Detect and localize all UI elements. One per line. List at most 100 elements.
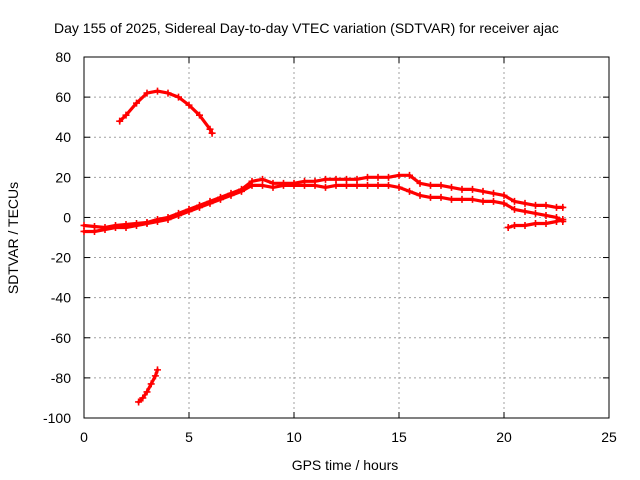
data-point <box>301 181 308 189</box>
data-point <box>559 215 567 223</box>
data-point <box>269 183 277 191</box>
data-point <box>385 173 392 181</box>
y-tick-label: -60 <box>51 330 71 346</box>
data-point <box>343 181 350 189</box>
data-point <box>164 89 172 97</box>
data-point <box>206 125 214 133</box>
data-point <box>364 181 371 189</box>
data-point <box>458 195 466 203</box>
data-series <box>80 87 567 406</box>
y-tick-label: 20 <box>55 169 71 185</box>
x-tick-label: 25 <box>601 429 617 445</box>
data-point <box>164 215 172 223</box>
data-point <box>374 173 382 181</box>
data-point <box>406 187 413 195</box>
data-point <box>521 207 529 215</box>
data-point <box>511 197 518 205</box>
data-point <box>332 175 340 183</box>
data-point <box>427 193 434 201</box>
data-point <box>248 181 256 189</box>
data-point <box>553 217 560 225</box>
data-point <box>122 111 130 119</box>
series-arc-main-upper <box>80 171 567 231</box>
data-point <box>116 117 124 125</box>
data-point <box>80 227 88 235</box>
x-tick-label: 5 <box>185 429 193 445</box>
data-point <box>437 193 445 201</box>
data-point <box>208 129 216 137</box>
data-point <box>101 225 109 233</box>
data-point <box>154 366 161 374</box>
data-point <box>521 221 529 229</box>
data-point <box>343 175 350 183</box>
data-point <box>154 217 161 225</box>
data-point <box>500 199 508 207</box>
data-point <box>143 388 151 396</box>
data-point <box>532 219 539 227</box>
data-point <box>185 101 193 109</box>
data-point <box>448 195 455 203</box>
y-tick-label: -80 <box>51 370 71 386</box>
data-point <box>143 89 151 97</box>
data-point <box>532 209 539 217</box>
axis-ticks <box>83 56 610 419</box>
data-point <box>151 372 159 380</box>
data-point <box>469 185 476 193</box>
data-point <box>80 221 88 229</box>
series-arc-main-lower <box>80 181 567 235</box>
data-point <box>542 201 550 209</box>
data-point <box>122 223 130 231</box>
data-point <box>175 211 182 219</box>
y-tick-label: -40 <box>51 290 71 306</box>
data-point <box>511 205 518 213</box>
y-tick-label: 0 <box>63 209 71 225</box>
data-point <box>259 181 266 189</box>
data-point <box>196 111 203 119</box>
chart-title: Day 155 of 2025, Sidereal Day-to-day VTE… <box>54 20 559 36</box>
data-point <box>175 93 182 101</box>
data-point <box>406 171 413 179</box>
data-point <box>542 211 550 219</box>
data-point <box>553 203 560 211</box>
data-point <box>490 189 497 197</box>
y-tick-label: -20 <box>51 250 71 266</box>
data-point <box>532 201 539 209</box>
data-point <box>332 181 340 189</box>
y-axis-label: SDTVAR / TECUs <box>5 182 21 294</box>
data-point <box>112 223 119 231</box>
data-point <box>353 181 361 189</box>
data-point <box>259 175 266 183</box>
series-arc-low <box>135 366 161 406</box>
data-point <box>154 87 161 95</box>
data-point <box>133 221 140 229</box>
data-point <box>542 219 550 227</box>
data-point <box>139 394 147 402</box>
data-point <box>322 175 329 183</box>
data-point <box>427 181 434 189</box>
data-point <box>395 183 403 191</box>
data-point <box>374 181 382 189</box>
y-tick-labels: -100 -80 -60 -40 -20 0 20 40 60 80 <box>43 49 71 426</box>
data-point <box>469 195 476 203</box>
y-tick-label: 80 <box>55 49 71 65</box>
data-point <box>185 207 193 215</box>
data-point <box>437 181 445 189</box>
data-point <box>385 181 392 189</box>
x-tick-label: 20 <box>496 429 512 445</box>
data-point <box>91 227 98 235</box>
data-point <box>521 199 529 207</box>
data-point <box>147 380 155 388</box>
y-tick-label: -100 <box>43 410 71 426</box>
data-point <box>416 191 424 199</box>
data-point <box>206 199 214 207</box>
data-point <box>143 219 151 227</box>
data-point <box>311 181 319 189</box>
data-point <box>290 181 298 189</box>
x-tick-label: 10 <box>286 429 302 445</box>
data-point <box>504 223 512 231</box>
x-tick-labels: 0 5 10 15 20 25 <box>80 429 617 445</box>
plot-frame <box>83 56 610 419</box>
data-point <box>479 197 487 205</box>
data-point <box>559 203 567 211</box>
data-point <box>280 181 287 189</box>
